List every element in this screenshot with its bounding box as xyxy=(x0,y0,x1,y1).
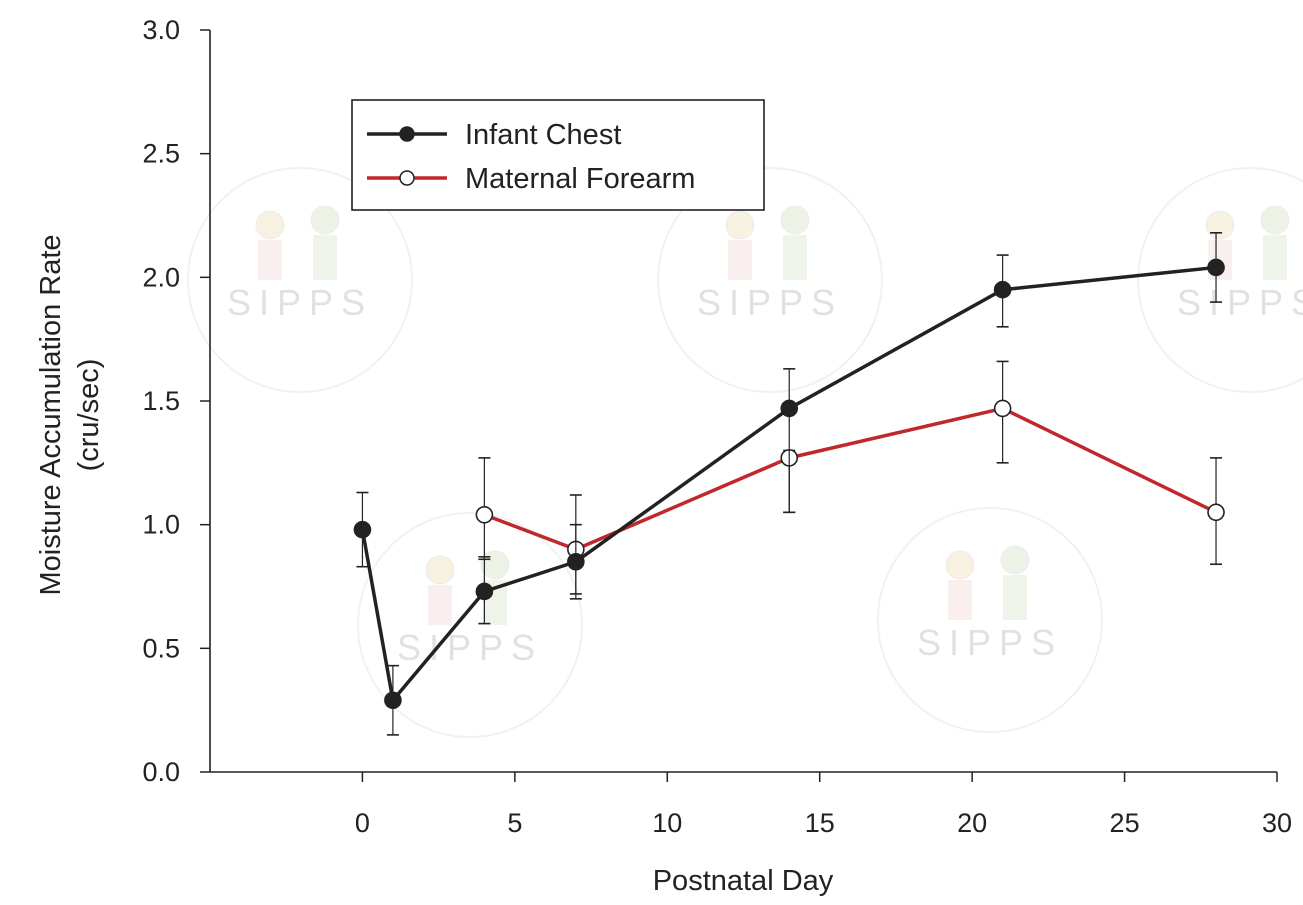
x-axis-title: Postnatal Day xyxy=(653,865,834,897)
data-point-infant-chest xyxy=(780,399,799,418)
watermark-figure-body xyxy=(728,240,752,280)
y-tick-label: 1.5 xyxy=(142,386,180,416)
data-point-infant-chest xyxy=(475,582,494,601)
watermark-ring xyxy=(187,167,413,393)
watermark-acronym: SIPPS xyxy=(917,622,1063,663)
watermark-seal: SIPPS xyxy=(187,167,413,393)
data-point-maternal-forearm xyxy=(993,399,1012,418)
series-maternal-forearm xyxy=(475,360,1225,595)
legend-label-maternal-forearm: Maternal Forearm xyxy=(465,163,695,195)
data-point-infant-chest xyxy=(1207,258,1225,277)
series-line-maternal-forearm xyxy=(483,406,1217,552)
x-tick-label: 10 xyxy=(652,808,682,838)
x-tick-label: 20 xyxy=(957,808,987,838)
y-tick-label: 0.5 xyxy=(142,633,180,663)
watermark-acronym: SIPPS xyxy=(697,282,843,323)
y-axis-title-line2: (cru/sec) xyxy=(73,359,105,472)
watermark-acronym: SIPPS xyxy=(227,282,373,323)
watermark-figure-body xyxy=(948,580,972,620)
x-tick-label: 0 xyxy=(355,808,370,838)
watermark-acronym: SIPPS xyxy=(1177,282,1303,323)
watermark-figure-body xyxy=(313,235,337,280)
watermark-figure-head xyxy=(310,205,340,235)
watermark-figure-head xyxy=(255,210,285,240)
watermark-figure-body xyxy=(783,235,807,280)
watermark-figure-head xyxy=(1205,210,1235,240)
y-axis-title: Moisture Accumulation Rate (cru/sec) xyxy=(35,234,105,595)
data-point-infant-chest xyxy=(567,552,585,571)
x-tick-label: 30 xyxy=(1262,808,1292,838)
x-tick-label: 5 xyxy=(507,808,522,838)
y-ticks: 0.0 0.5 1.0 1.5 2.0 2.5 3.0 xyxy=(142,15,210,787)
legend-label-infant-chest: Infant Chest xyxy=(465,119,621,151)
watermark-seal: SIPPS xyxy=(357,512,583,738)
watermark-layer: SIPPS SIPPS SIPPS SIPPS SIPPS xyxy=(187,167,1303,738)
data-point-infant-chest xyxy=(384,691,402,710)
watermark-figure-body xyxy=(1003,575,1027,620)
watermark-figure-body xyxy=(428,585,452,625)
y-tick-label: 3.0 xyxy=(142,15,180,45)
watermark-seal: SIPPS xyxy=(877,507,1103,733)
legend-box xyxy=(351,99,765,211)
watermark-figure-head xyxy=(425,555,455,585)
watermark-figure-body xyxy=(258,240,282,280)
legend-marker-infant-chest xyxy=(399,126,415,142)
watermark-seal: SIPPS xyxy=(657,167,883,393)
data-point-maternal-forearm xyxy=(475,505,494,524)
watermark-seal: SIPPS xyxy=(1137,167,1303,393)
watermark-figure-head xyxy=(945,550,975,580)
y-tick-label: 0.0 xyxy=(142,757,180,787)
y-axis-title-line1: Moisture Accumulation Rate xyxy=(35,234,67,595)
legend-marker-maternal-forearm xyxy=(399,170,415,186)
watermark-figure-head xyxy=(1000,545,1030,575)
watermark-figure-head xyxy=(1260,205,1290,235)
x-ticks: 0 5 10 15 20 25 30 xyxy=(355,772,1292,838)
series-infant-chest xyxy=(353,232,1225,736)
watermark-ring xyxy=(1137,167,1303,393)
data-point-infant-chest xyxy=(993,280,1012,299)
data-point-maternal-forearm xyxy=(1207,503,1225,522)
y-tick-label: 1.0 xyxy=(142,510,180,540)
y-tick-label: 2.5 xyxy=(142,139,180,169)
watermark-figure-head xyxy=(780,205,810,235)
watermark-figure-head xyxy=(480,550,510,580)
data-point-infant-chest xyxy=(353,520,372,539)
watermark-figure-head xyxy=(725,210,755,240)
x-tick-label: 25 xyxy=(1110,808,1140,838)
watermark-ring xyxy=(357,512,583,738)
series-layer xyxy=(353,232,1225,736)
watermark-acronym: SIPPS xyxy=(397,627,543,668)
x-tick-label: 15 xyxy=(805,808,835,838)
watermark-figure-body xyxy=(1263,235,1287,280)
y-tick-label: 2.0 xyxy=(142,262,180,292)
watermark-ring xyxy=(657,167,883,393)
watermark-ring xyxy=(877,507,1103,733)
legend: Infant Chest Maternal Forearm xyxy=(351,99,765,211)
